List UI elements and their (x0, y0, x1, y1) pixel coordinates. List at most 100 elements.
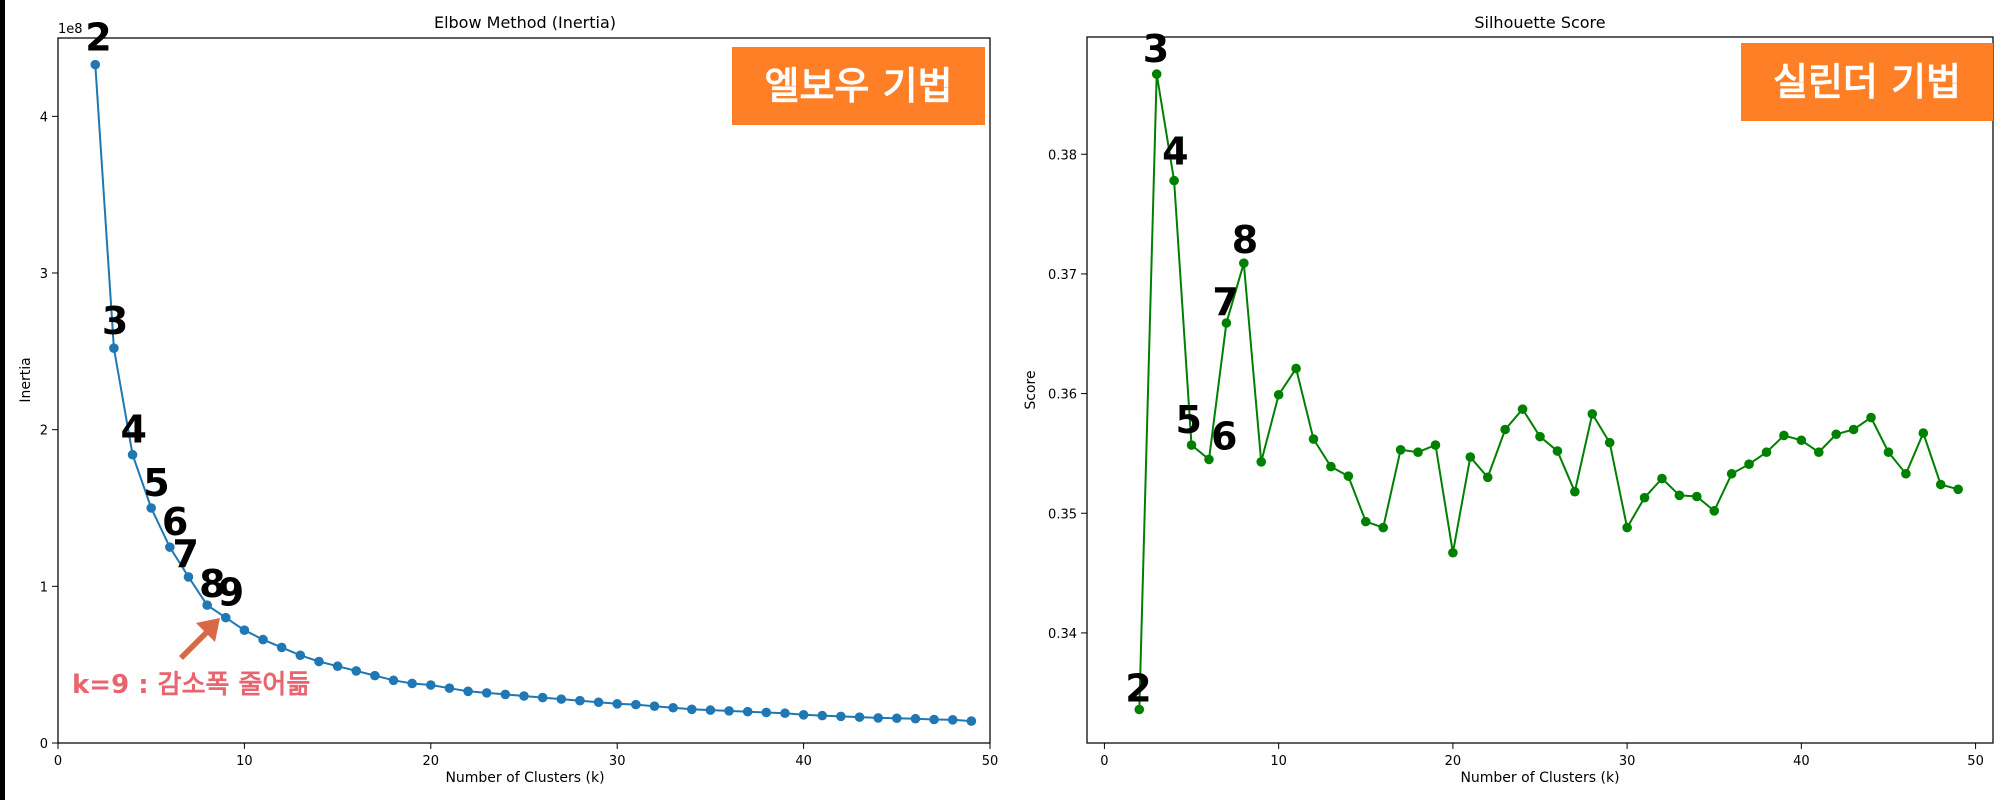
silhouette-data-point (1239, 258, 1249, 268)
elbow-x-tick-label: 20 (423, 754, 440, 769)
silhouette-data-point (1761, 447, 1772, 458)
silhouette-x-tick-label: 40 (1793, 754, 1810, 769)
elbow-data-point (295, 650, 306, 661)
elbow-series (90, 59, 977, 726)
elbow-data-point (631, 699, 641, 710)
elbow-badge-background (732, 47, 985, 125)
elbow-data-point (239, 625, 250, 635)
elbow-data-point (929, 714, 939, 725)
elbow-x-tick-label: 40 (795, 754, 812, 769)
elbow-y-tick-label: 4 (40, 110, 48, 125)
elbow-data-point (332, 661, 343, 672)
elbow-data-point (165, 542, 175, 552)
elbow-data-point (705, 705, 716, 715)
k9-annotation-text: k=9 : 감소폭 줄어듦 (72, 670, 310, 700)
silhouette-series (1134, 69, 1963, 715)
elbow-data-point (892, 713, 902, 724)
elbow-point-label: 6 (162, 500, 188, 544)
silhouette-data-point (1813, 447, 1824, 458)
silhouette-data-point (1935, 479, 1946, 490)
silhouette-data-point (1500, 424, 1510, 435)
silhouette-data-point (1378, 522, 1388, 533)
elbow-data-point (481, 688, 492, 698)
elbow-point-label: 7 (172, 532, 198, 576)
elbow-data-point (426, 680, 436, 690)
elbow-data-point (276, 642, 287, 653)
silhouette-data-point (1517, 404, 1528, 414)
elbow-data-point (519, 691, 529, 701)
elbow-data-point (686, 704, 697, 715)
elbow-x-tick-label: 0 (54, 754, 62, 769)
up-right-arrow-icon (179, 618, 220, 660)
k9-annotation: k=9 : 감소폭 줄어듦 (72, 618, 310, 700)
elbow-data-point (407, 678, 417, 689)
silhouette-y-tick-label: 0.35 (1048, 507, 1077, 522)
elbow-data-point (220, 612, 231, 623)
silhouette-data-point (1918, 428, 1929, 438)
elbow-data-point (258, 634, 268, 645)
silhouette-data-point (1291, 363, 1301, 374)
elbow-y-tick-label: 0 (40, 737, 48, 752)
elbow-data-point (724, 706, 734, 716)
elbow-data-point (947, 715, 958, 725)
elbow-data-point (761, 707, 772, 718)
elbow-data-point (910, 713, 921, 724)
silhouette-point-label: 3 (1143, 27, 1169, 71)
elbow-data-point (90, 59, 101, 70)
silhouette-point-label: 2 (1125, 666, 1151, 710)
silhouette-point-label: 8 (1232, 218, 1258, 262)
silhouette-data-point (1308, 434, 1319, 444)
elbow-data-point (854, 712, 865, 722)
window-edge (0, 0, 5, 800)
elbow-data-point (463, 686, 473, 697)
silhouette-x-tick-label: 10 (1270, 754, 1287, 769)
elbow-axis-ticks: 0 10 20 30 40 50 0 1 2 3 4 (40, 110, 999, 769)
silhouette-data-point (1535, 431, 1545, 442)
silhouette-data-point (1430, 440, 1441, 450)
elbow-data-point (127, 449, 138, 460)
silhouette-data-point (1866, 412, 1876, 423)
elbow-point-label: 5 (143, 461, 169, 505)
elbow-data-point (146, 503, 156, 513)
silhouette-data-point (1796, 435, 1807, 446)
elbow-x-axis-label: Number of Clusters (k) (445, 770, 604, 786)
elbow-data-point (575, 695, 585, 706)
elbow-y-tick-label: 1 (40, 580, 48, 595)
silhouette-data-point (1343, 471, 1354, 481)
elbow-point-label: 8 (199, 562, 225, 606)
elbow-data-point (668, 702, 678, 713)
elbow-badge-text: 엘보우 기법 (764, 64, 952, 108)
silhouette-data-point (1657, 473, 1667, 484)
elbow-x-tick-label: 10 (236, 754, 253, 769)
silhouette-point-label: 6 (1211, 414, 1237, 458)
elbow-data-point (966, 716, 977, 726)
silhouette-data-point (1831, 429, 1841, 440)
elbow-data-point (183, 572, 194, 582)
elbow-data-point (798, 710, 809, 720)
silhouette-badge-text: 실린더 기법 (1773, 60, 1961, 104)
elbow-data-point (817, 710, 828, 721)
silhouette-axis-ticks: 0 10 20 30 40 50 0.34 0.35 0.36 0.37 0.38 (1048, 148, 1984, 769)
elbow-y-axis-label: Inertia (18, 357, 34, 402)
silhouette-data-point (1256, 456, 1267, 467)
elbow-data-point (202, 600, 212, 610)
silhouette-chart: Silhouette Score Number of Clusters (k) … (1023, 13, 1994, 786)
silhouette-data-point (1883, 447, 1894, 458)
silhouette-data-point (1360, 516, 1371, 527)
elbow-y-tick-label: 2 (40, 424, 48, 439)
silhouette-data-point (1134, 704, 1145, 715)
silhouette-data-point (1151, 69, 1162, 79)
silhouette-data-point (1186, 440, 1197, 450)
silhouette-x-tick-label: 20 (1445, 754, 1462, 769)
silhouette-y-tick-label: 0.38 (1048, 148, 1077, 163)
silhouette-data-point (1587, 409, 1598, 419)
elbow-badge: 엘보우 기법 (732, 47, 985, 125)
silhouette-data-point (1744, 459, 1754, 469)
silhouette-data-point (1674, 490, 1685, 501)
silhouette-point-label: 4 (1162, 130, 1188, 174)
elbow-data-point (109, 343, 119, 354)
elbow-chart: Elbow Method (Inertia) Number of Cluster… (18, 13, 998, 786)
silhouette-data-point (1639, 492, 1650, 503)
